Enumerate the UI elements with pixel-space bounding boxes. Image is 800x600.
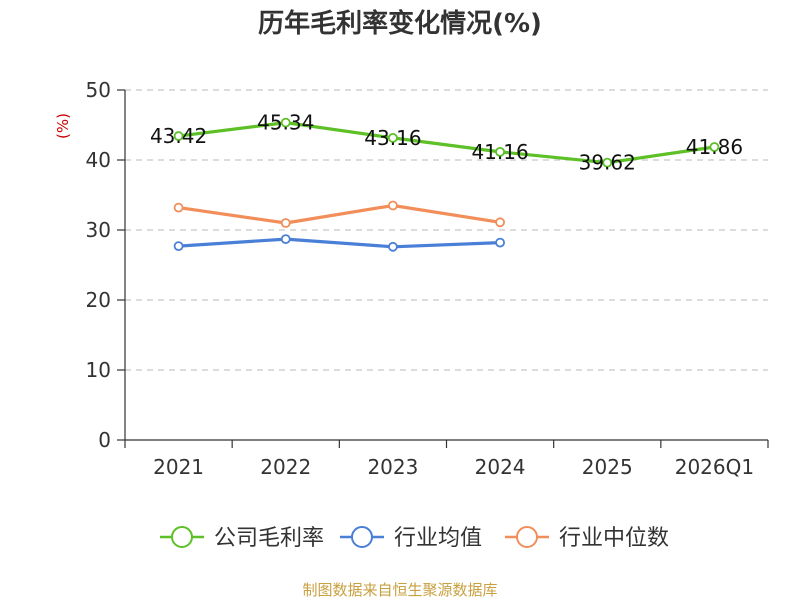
legend-marker-icon <box>516 526 538 548</box>
series-line-1 <box>178 237 501 249</box>
series-line-0 <box>178 121 715 165</box>
x-tick-label: 2026Q1 <box>675 455 754 479</box>
data-point <box>388 200 398 211</box>
data-point <box>709 142 720 152</box>
data-point <box>495 217 505 228</box>
chart-title: 历年毛利率变化情况(%) <box>258 8 542 39</box>
legend-label: 行业中位数 <box>559 526 669 551</box>
grid-lines <box>125 89 768 371</box>
series-line-2 <box>178 203 501 225</box>
data-label: 41.16 <box>471 140 528 164</box>
y-axis-label: (%) <box>54 113 72 139</box>
data-point <box>280 117 291 128</box>
legend-item-1[interactable]: 行业均值 <box>340 526 482 551</box>
series-layer: 43.42 45.34 43.16 41.16 39.62 41.86 <box>150 111 743 252</box>
data-point <box>173 202 184 213</box>
x-tick-label: 2023 <box>367 455 418 479</box>
data-label: 39.62 <box>579 151 636 175</box>
x-tick-label: 2024 <box>475 455 526 479</box>
data-point <box>495 146 505 157</box>
data-point <box>280 234 291 245</box>
data-point <box>173 131 184 141</box>
y-tick-label: 30 <box>86 218 111 242</box>
legend-marker-icon <box>171 526 193 548</box>
legend-item-2[interactable]: 行业中位数 <box>505 526 669 551</box>
data-point <box>602 157 613 168</box>
axes: 0 10 20 30 40 50 2021 2022 2023 2024 2025 2026Q1 <box>86 78 769 479</box>
data-label: 43.16 <box>364 126 421 150</box>
y-tick-label: 20 <box>86 288 111 312</box>
data-point <box>388 132 398 143</box>
data-label: 41.86 <box>686 135 743 159</box>
legend-label: 公司毛利率 <box>214 526 324 551</box>
legend-label: 行业均值 <box>394 526 482 551</box>
y-tick-label: 50 <box>86 78 111 102</box>
data-point <box>495 237 505 248</box>
data-label: 45.34 <box>257 111 314 135</box>
y-tick-label: 10 <box>86 358 111 382</box>
legend-marker-icon <box>351 526 373 548</box>
x-tick-label: 2022 <box>260 455 311 479</box>
y-tick-label: 0 <box>98 428 111 452</box>
source-note: 制图数据来自恒生聚源数据库 <box>302 581 497 599</box>
data-point <box>388 241 398 252</box>
x-tick-label: 2025 <box>582 455 633 479</box>
y-tick-label: 40 <box>86 148 111 172</box>
x-tick-label: 2021 <box>153 455 204 479</box>
legend-item-0[interactable]: 公司毛利率 <box>160 526 324 551</box>
data-label: 43.42 <box>150 124 207 148</box>
data-point <box>173 241 184 252</box>
legend[interactable]: 公司毛利率 行业均值 行业中位数 <box>160 526 669 551</box>
data-point <box>280 218 291 228</box>
